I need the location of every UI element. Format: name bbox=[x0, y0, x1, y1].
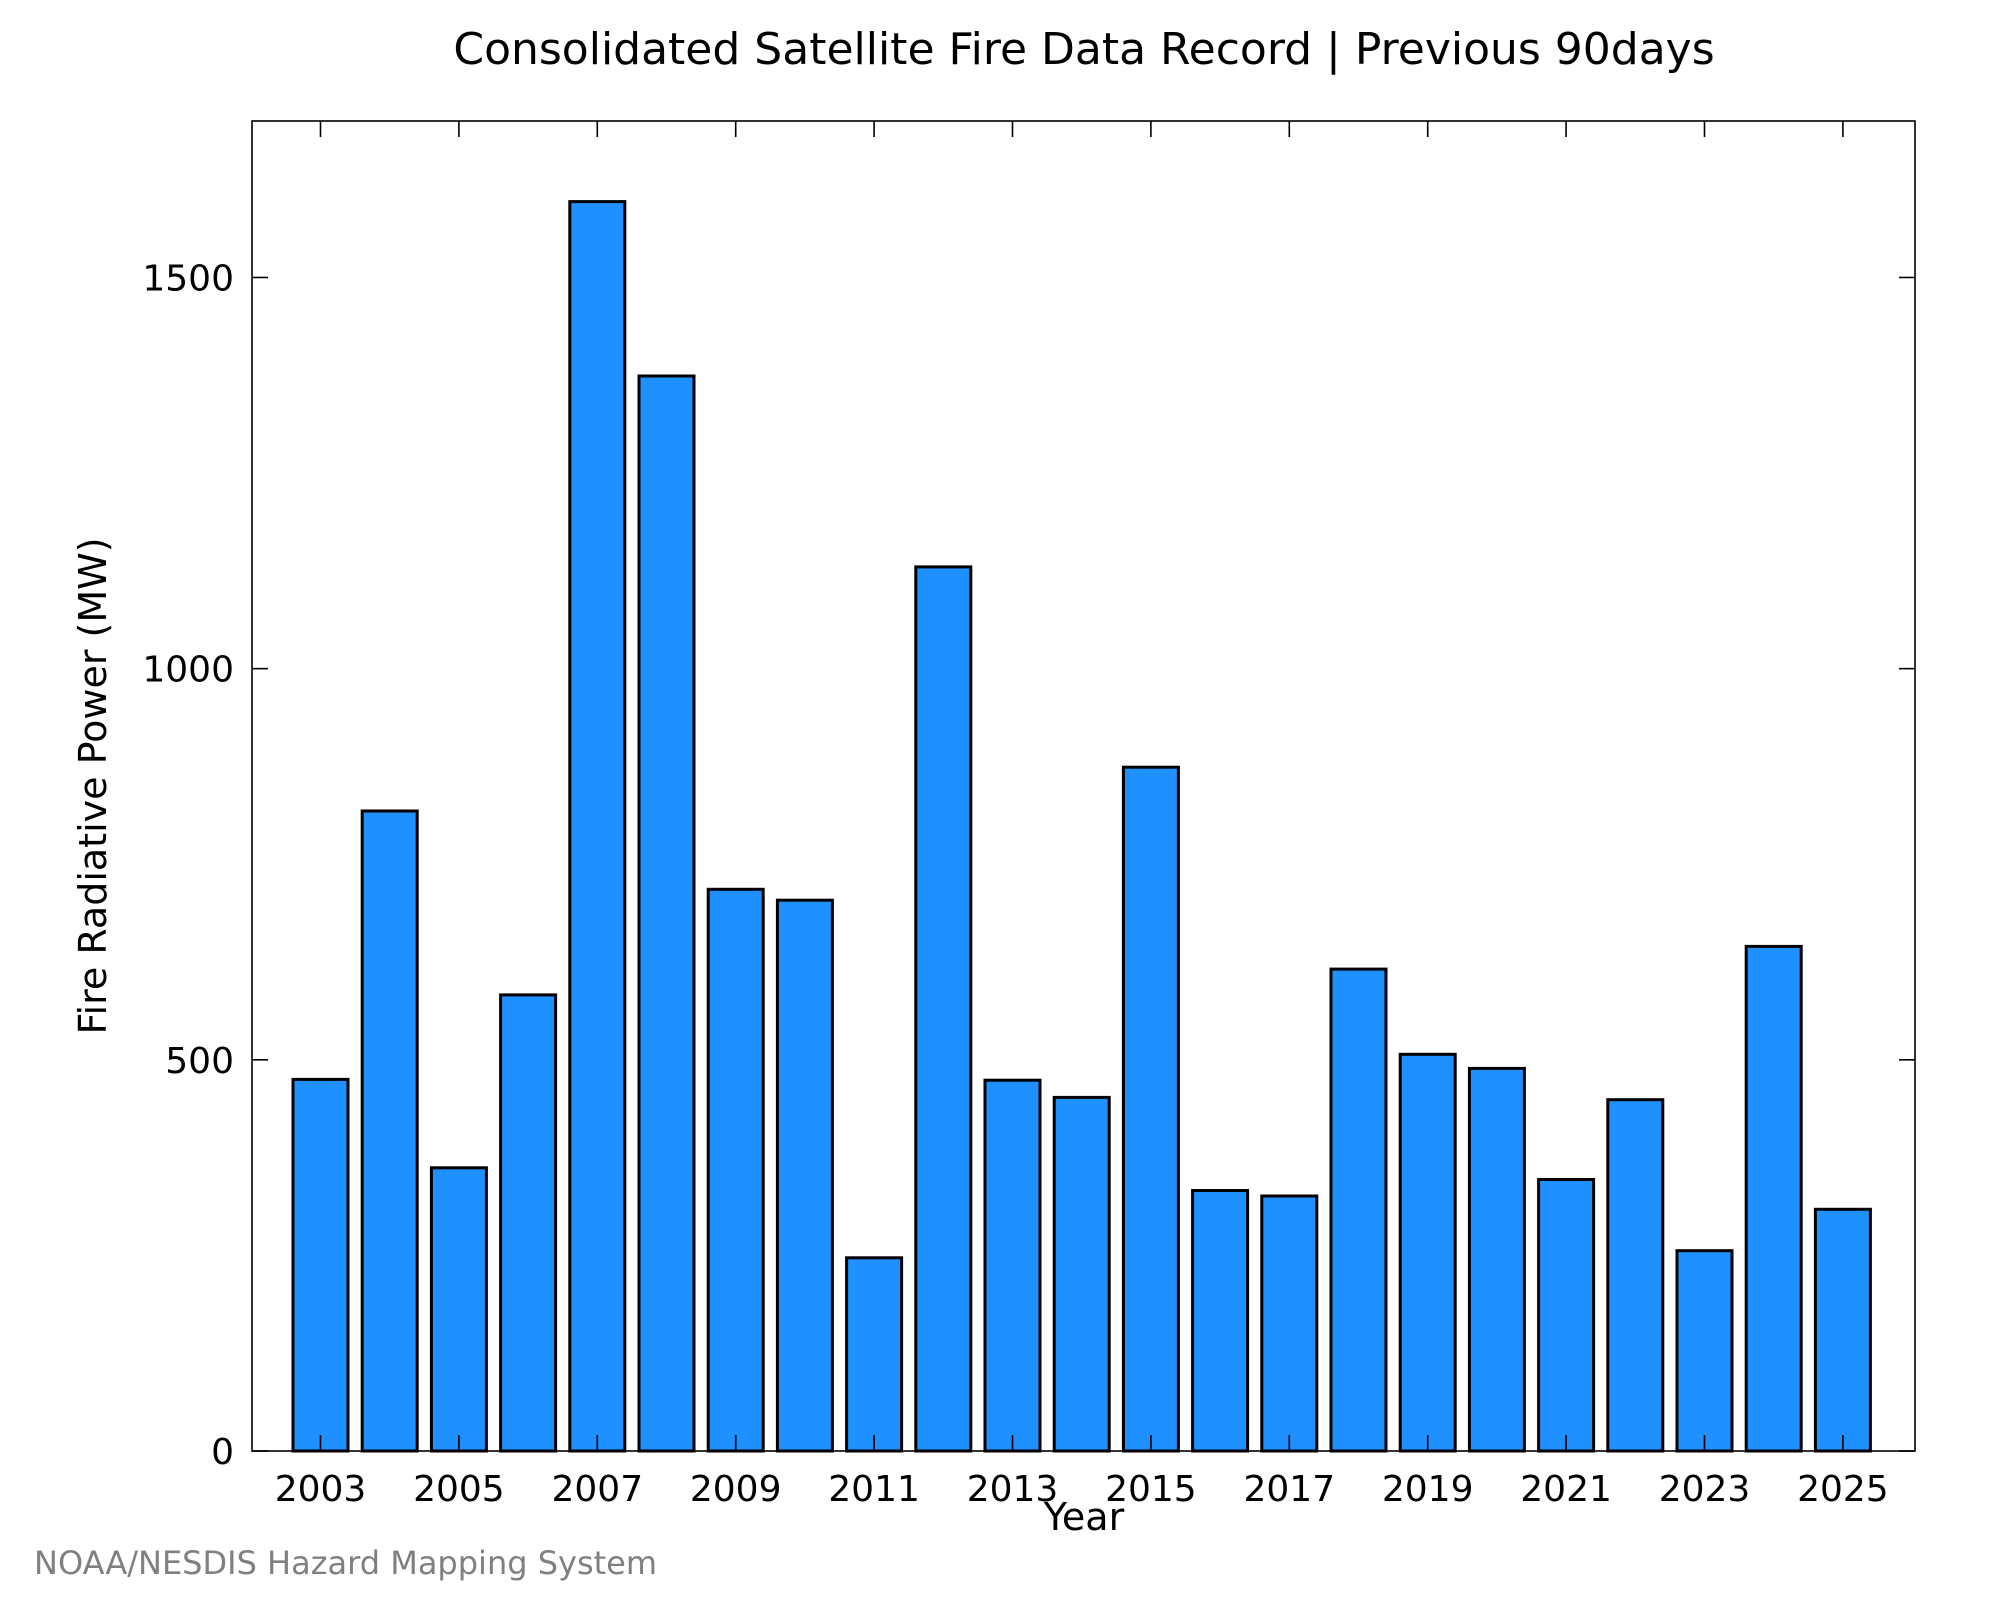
chart-title: Consolidated Satellite Fire Data Record … bbox=[453, 24, 1714, 75]
bar-2021 bbox=[1537, 1178, 1596, 1453]
bar-2008 bbox=[637, 374, 696, 1453]
y-tick-label: 1000 bbox=[142, 650, 234, 691]
x-tick-label: 2013 bbox=[967, 1469, 1059, 1510]
bar-2004 bbox=[360, 809, 419, 1453]
x-tick-label: 2017 bbox=[1243, 1469, 1335, 1510]
x-tick-label: 2005 bbox=[413, 1469, 505, 1510]
bar-2019 bbox=[1398, 1052, 1457, 1453]
bar-2020 bbox=[1467, 1066, 1526, 1453]
bar-2015 bbox=[1121, 765, 1180, 1453]
x-axis-label: Year bbox=[1043, 1495, 1125, 1539]
y-axis-label: Fire Radiative Power (MW) bbox=[71, 537, 115, 1034]
bar-2024 bbox=[1744, 944, 1803, 1453]
bar-2017 bbox=[1260, 1194, 1319, 1453]
y-tick-label: 0 bbox=[211, 1432, 234, 1473]
bar-2012 bbox=[914, 565, 973, 1453]
bar-2003 bbox=[291, 1077, 350, 1453]
bar-2006 bbox=[499, 993, 558, 1453]
x-tick-label: 2025 bbox=[1797, 1469, 1889, 1510]
bar-2014 bbox=[1052, 1095, 1111, 1453]
bar-2007 bbox=[568, 200, 627, 1453]
x-tick-label: 2009 bbox=[690, 1469, 782, 1510]
credit-text: NOAA/NESDIS Hazard Mapping System bbox=[34, 1544, 657, 1582]
bar-2009 bbox=[706, 887, 765, 1453]
x-tick-label: 2021 bbox=[1520, 1469, 1612, 1510]
bar-2016 bbox=[1191, 1189, 1250, 1453]
y-tick-label: 500 bbox=[165, 1041, 234, 1082]
x-axis-ticks: 2003 2005 2007 2009 2011 2013 2015 2017 2019 2021… bbox=[275, 121, 1889, 1510]
bar-2025 bbox=[1813, 1207, 1872, 1453]
x-tick-label: 2023 bbox=[1659, 1469, 1751, 1510]
bar-2010 bbox=[775, 898, 834, 1453]
bar-2023 bbox=[1675, 1249, 1734, 1453]
bar-2011 bbox=[845, 1256, 904, 1453]
bar-2018 bbox=[1329, 967, 1388, 1453]
x-tick-label: 2003 bbox=[275, 1469, 367, 1510]
x-tick-label: 2015 bbox=[1105, 1469, 1197, 1510]
bar-2022 bbox=[1606, 1098, 1665, 1453]
x-tick-label: 2019 bbox=[1382, 1469, 1474, 1510]
bar-2013 bbox=[983, 1078, 1042, 1453]
bar-2005 bbox=[429, 1166, 488, 1453]
x-tick-label: 2007 bbox=[551, 1469, 643, 1510]
y-axis-ticks: 0 500 1000 1500 bbox=[142, 258, 1915, 1473]
x-tick-label: 2011 bbox=[828, 1469, 920, 1510]
bars-group bbox=[291, 200, 1872, 1453]
y-tick-label: 1500 bbox=[142, 258, 234, 299]
